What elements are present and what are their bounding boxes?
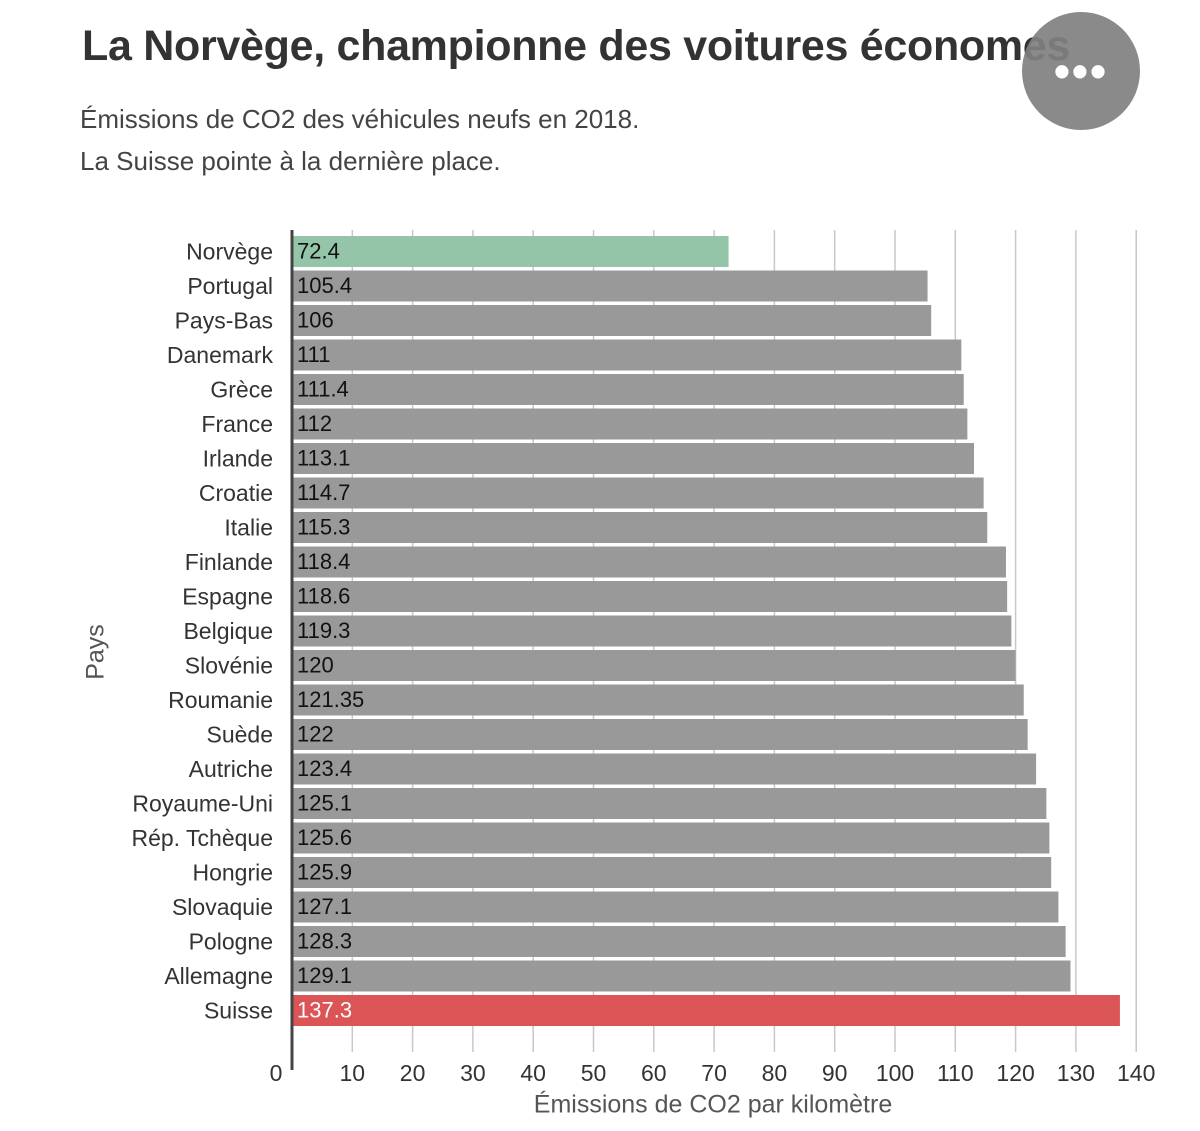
category-label-20: Pologne bbox=[189, 929, 273, 955]
category-label-7: Croatie bbox=[199, 480, 273, 506]
bar-11 bbox=[292, 615, 1012, 647]
category-label-18: Hongrie bbox=[192, 860, 273, 886]
bar-1 bbox=[292, 270, 928, 302]
value-label-0: 72.4 bbox=[297, 238, 340, 263]
bar-19 bbox=[292, 891, 1059, 923]
bar-4 bbox=[292, 374, 964, 405]
category-label-5: France bbox=[201, 411, 273, 437]
bar-3 bbox=[292, 339, 962, 371]
bar-5 bbox=[292, 408, 968, 440]
value-label-1: 105.4 bbox=[297, 273, 352, 298]
category-label-4: Grèce bbox=[210, 377, 273, 403]
x-tick-label-40: 40 bbox=[520, 1060, 546, 1086]
x-axis-title: Émissions de CO2 par kilomètre bbox=[534, 1090, 892, 1119]
bar-18 bbox=[292, 857, 1052, 888]
x-tick-label-0: 0 bbox=[270, 1060, 283, 1086]
bar-21 bbox=[292, 960, 1071, 992]
x-tick-label-140: 140 bbox=[1117, 1060, 1155, 1086]
value-label-8: 115.3 bbox=[297, 514, 350, 539]
value-label-4: 111.4 bbox=[297, 376, 349, 401]
x-tick-label-20: 20 bbox=[400, 1060, 426, 1086]
category-label-12: Slovénie bbox=[185, 653, 273, 679]
value-label-12: 120 bbox=[297, 652, 334, 677]
value-label-7: 114.7 bbox=[297, 480, 350, 505]
category-label-15: Autriche bbox=[189, 756, 273, 782]
category-label-9: Finlande bbox=[185, 549, 273, 575]
x-tick-label-80: 80 bbox=[762, 1060, 788, 1086]
category-label-13: Roumanie bbox=[168, 687, 273, 713]
category-label-1: Portugal bbox=[187, 273, 273, 299]
value-label-10: 118.6 bbox=[297, 583, 350, 608]
category-label-22: Suisse bbox=[204, 998, 273, 1024]
bar-7 bbox=[292, 477, 984, 509]
category-label-10: Espagne bbox=[182, 584, 273, 610]
x-tick-label-60: 60 bbox=[641, 1060, 667, 1086]
category-label-19: Slovaquie bbox=[172, 894, 273, 920]
bar-13 bbox=[292, 684, 1024, 716]
value-label-9: 118.4 bbox=[297, 549, 350, 574]
x-tick-label-100: 100 bbox=[876, 1060, 914, 1086]
value-label-3: 111 bbox=[297, 342, 330, 367]
value-label-22: 137.3 bbox=[297, 997, 352, 1022]
bar-6 bbox=[292, 443, 974, 474]
value-label-2: 106 bbox=[297, 307, 334, 332]
x-tick-label-30: 30 bbox=[460, 1060, 486, 1086]
bar-16 bbox=[292, 788, 1047, 819]
bar-14 bbox=[292, 719, 1028, 750]
x-tick-label-120: 120 bbox=[996, 1060, 1034, 1086]
value-label-17: 125.6 bbox=[297, 825, 352, 850]
category-label-16: Royaume-Uni bbox=[132, 791, 273, 817]
category-label-21: Allemagne bbox=[164, 963, 273, 989]
bar-22 bbox=[292, 995, 1120, 1026]
x-tick-label-90: 90 bbox=[822, 1060, 848, 1086]
category-label-2: Pays-Bas bbox=[175, 308, 273, 334]
bar-9 bbox=[292, 546, 1006, 578]
bar-12 bbox=[292, 650, 1016, 681]
bar-15 bbox=[292, 753, 1037, 785]
more-horizontal-icon: ••• bbox=[1053, 45, 1109, 97]
x-tick-label-130: 130 bbox=[1057, 1060, 1095, 1086]
x-tick-label-10: 10 bbox=[340, 1060, 366, 1086]
x-tick-label-70: 70 bbox=[701, 1060, 727, 1086]
value-label-5: 112 bbox=[297, 411, 332, 436]
x-tick-label-110: 110 bbox=[937, 1060, 974, 1086]
value-label-16: 125.1 bbox=[297, 790, 352, 815]
value-label-14: 122 bbox=[297, 721, 334, 746]
value-label-15: 123.4 bbox=[297, 756, 352, 781]
category-label-0: Norvège bbox=[186, 239, 273, 265]
category-label-8: Italie bbox=[224, 515, 273, 541]
bar-0 bbox=[292, 236, 729, 267]
category-label-6: Irlande bbox=[203, 446, 273, 472]
category-label-11: Belgique bbox=[183, 618, 273, 644]
category-label-14: Suède bbox=[206, 722, 273, 748]
bar-8 bbox=[292, 512, 988, 543]
value-label-11: 119.3 bbox=[297, 618, 350, 643]
bar-10 bbox=[292, 581, 1008, 612]
bar-17 bbox=[292, 822, 1050, 854]
bar-2 bbox=[292, 305, 932, 336]
chart-subtitle-line-1: Émissions de CO2 des véhicules neufs en … bbox=[80, 104, 640, 134]
x-tick-label-50: 50 bbox=[581, 1060, 607, 1086]
value-label-20: 128.3 bbox=[297, 928, 352, 953]
chart-title: La Norvège, championne des voitures écon… bbox=[82, 22, 1071, 70]
bar-20 bbox=[292, 926, 1066, 957]
y-axis-title: Pays bbox=[82, 624, 110, 680]
value-label-21: 129.1 bbox=[297, 963, 352, 988]
category-label-17: Rép. Tchèque bbox=[131, 825, 273, 851]
category-label-3: Danemark bbox=[167, 342, 274, 368]
value-label-13: 121.35 bbox=[297, 687, 364, 712]
value-label-19: 127.1 bbox=[297, 894, 352, 919]
value-label-6: 113.1 bbox=[297, 445, 350, 470]
value-label-18: 125.9 bbox=[297, 859, 352, 884]
more-options-button[interactable]: ••• bbox=[1022, 12, 1140, 130]
chart-subtitle-line-2: La Suisse pointe à la dernière place. bbox=[80, 146, 501, 176]
